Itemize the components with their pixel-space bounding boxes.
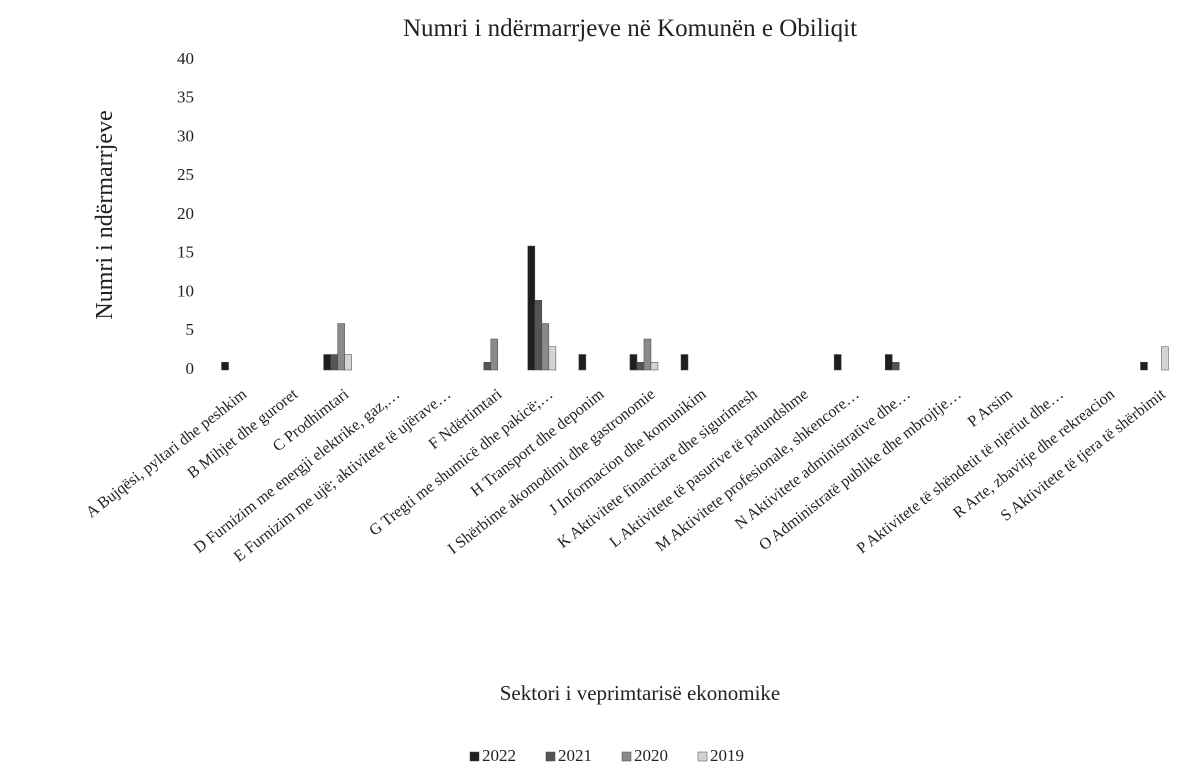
legend-label: 2022 (482, 746, 516, 765)
y-tick-label: 20 (177, 204, 194, 223)
y-tick-label: 25 (177, 165, 194, 184)
y-tick-label: 5 (186, 320, 195, 339)
bar (891, 362, 900, 371)
bar (221, 362, 229, 371)
bar (323, 354, 331, 371)
bar (483, 362, 492, 371)
y-tick-label: 15 (177, 243, 194, 262)
bar (636, 362, 645, 371)
y-axis-title: Numri i ndërmarrjeve (92, 110, 118, 319)
y-tick-label: 40 (177, 49, 194, 68)
legend-swatch (545, 751, 556, 762)
bar (541, 323, 550, 371)
bar (527, 245, 536, 371)
bar (1140, 362, 1148, 371)
x-axis-title: Sektori i veprimtarisë ekonomike (500, 681, 781, 705)
y-tick-label: 35 (177, 88, 194, 107)
bar (548, 346, 557, 371)
x-tick-label: G Tregti me shumicë dhe pakicë;… (366, 386, 556, 540)
bar (1161, 346, 1169, 371)
bar (650, 362, 659, 371)
legend-swatch (621, 751, 632, 762)
y-tick-label: 30 (177, 126, 194, 145)
legend-label: 2019 (710, 746, 744, 765)
bar (490, 338, 499, 371)
bar (643, 338, 652, 371)
bar (833, 354, 842, 371)
bar (337, 323, 345, 371)
bar (629, 354, 638, 371)
bar (884, 354, 893, 371)
legend-swatch (697, 751, 708, 762)
y-tick-label: 10 (177, 281, 194, 300)
y-tick-label: 0 (186, 359, 195, 378)
bar (680, 354, 689, 371)
legend-label: 2021 (558, 746, 592, 765)
bar (534, 300, 543, 371)
chart-title: Numri i ndërmarrjeve në Komunën e Obiliq… (403, 15, 857, 42)
legend-swatch (469, 751, 480, 762)
legend-label: 2020 (634, 746, 668, 765)
bar (344, 354, 352, 371)
bar (330, 354, 338, 371)
bar (578, 354, 587, 371)
